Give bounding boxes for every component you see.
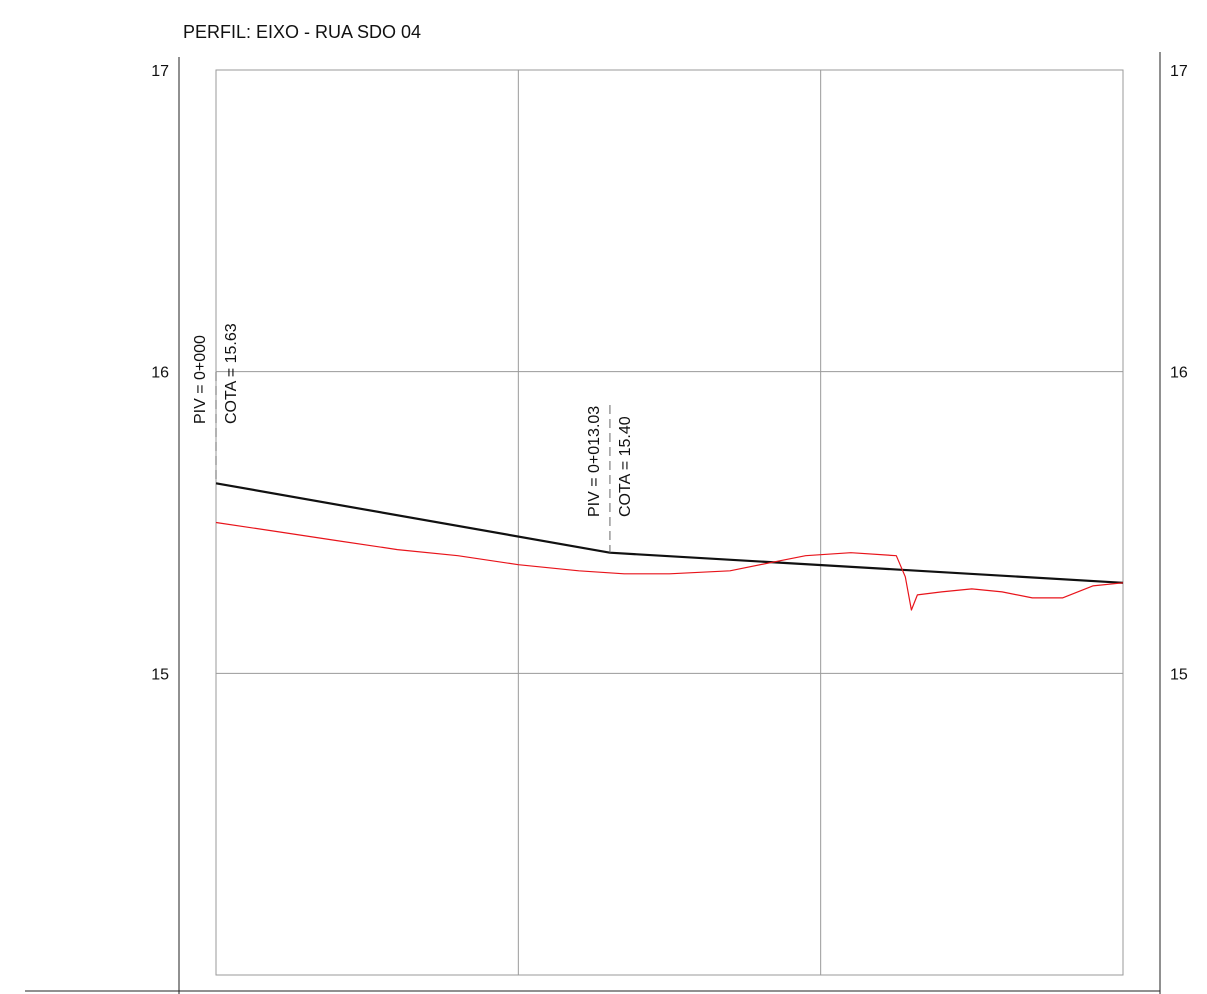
piv-station-label: PIV = 0+013.03 <box>586 406 603 517</box>
series-line-grade <box>216 483 1123 583</box>
y-tick-labels-right: 17 16 15 <box>1170 63 1188 683</box>
piv-elevation-label: COTA = 15.40 <box>617 416 634 517</box>
series-lines <box>216 483 1123 610</box>
y-tick-label-right: 15 <box>1170 666 1188 683</box>
chart-title: PERFIL: EIXO - RUA SDO 04 <box>183 22 421 42</box>
piv-station-label: PIV = 0+000 <box>192 335 209 424</box>
piv-elevation-label: COTA = 15.63 <box>223 323 240 424</box>
grid-lines <box>216 70 1123 975</box>
y-tick-label-right: 16 <box>1170 365 1188 382</box>
y-tick-label-right: 17 <box>1170 63 1188 80</box>
y-tick-label-left: 16 <box>151 365 169 382</box>
series-line-terrain <box>216 523 1123 611</box>
y-tick-label-left: 17 <box>151 63 169 80</box>
plot-border <box>216 70 1123 975</box>
y-tick-label-left: 15 <box>151 666 169 683</box>
chart-frame <box>25 52 1160 994</box>
y-tick-labels-left: 17 16 15 <box>151 63 169 683</box>
